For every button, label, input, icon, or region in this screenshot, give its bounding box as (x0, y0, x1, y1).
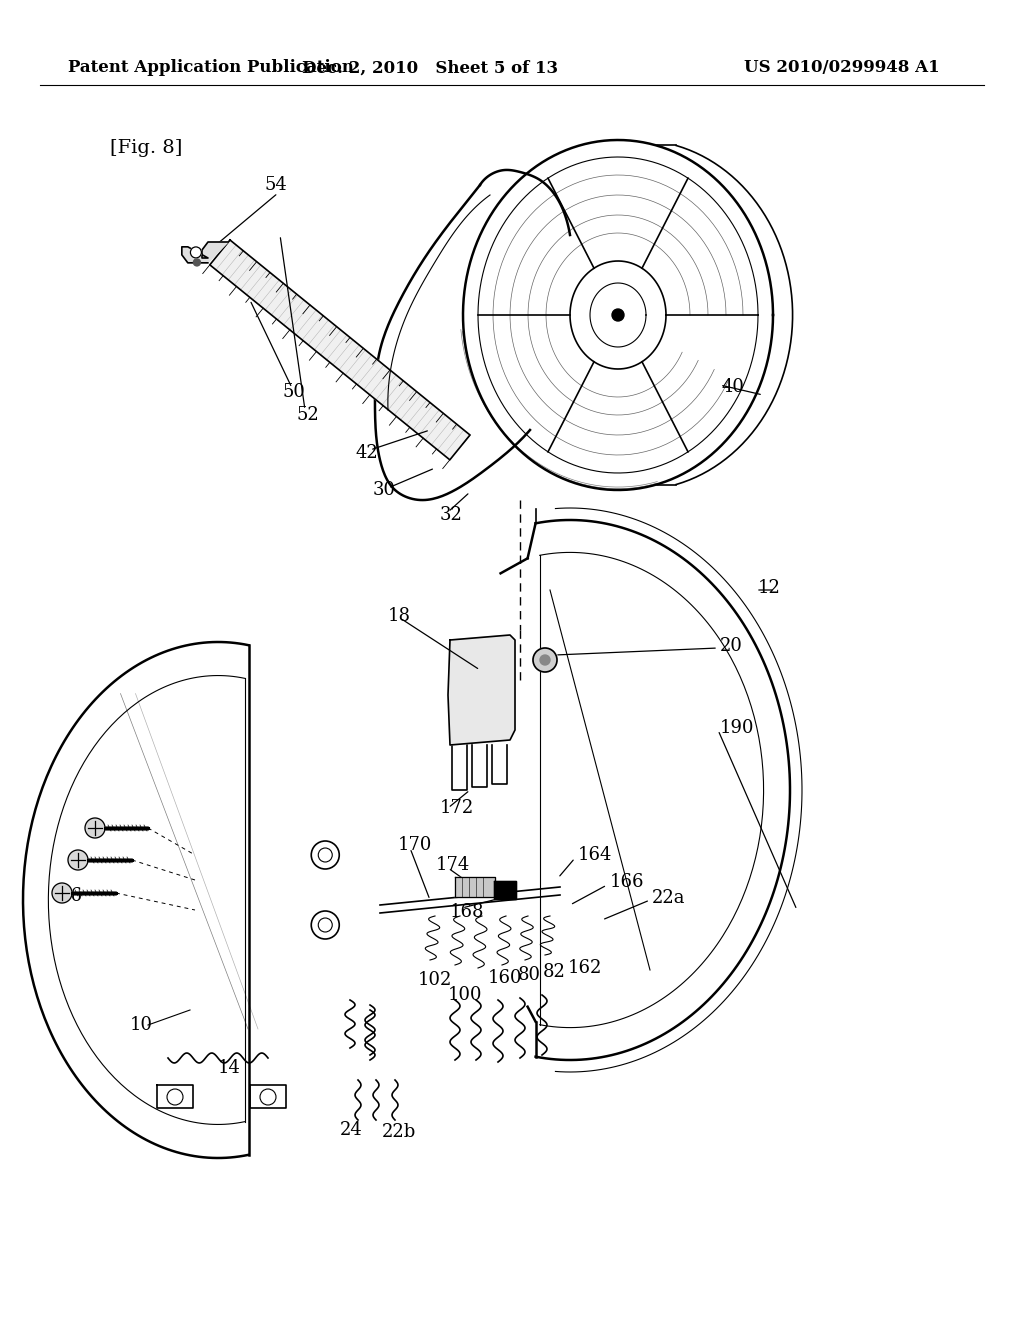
Text: 18: 18 (388, 607, 411, 624)
Text: 170: 170 (398, 836, 432, 854)
Text: 14: 14 (218, 1059, 241, 1077)
Circle shape (52, 883, 72, 903)
Circle shape (190, 247, 202, 257)
Circle shape (311, 841, 339, 869)
Text: 190: 190 (720, 719, 755, 737)
Text: [Fig. 8]: [Fig. 8] (110, 139, 182, 157)
Text: 80: 80 (518, 966, 541, 983)
Text: 54: 54 (265, 176, 288, 194)
Text: 16: 16 (60, 887, 83, 906)
Text: US 2010/0299948 A1: US 2010/0299948 A1 (744, 59, 940, 77)
Circle shape (534, 648, 557, 672)
Circle shape (540, 655, 550, 665)
Text: 52: 52 (297, 407, 319, 424)
Text: 12: 12 (758, 579, 781, 597)
Polygon shape (449, 635, 515, 744)
Text: 32: 32 (440, 506, 463, 524)
Circle shape (260, 1089, 276, 1105)
Text: 168: 168 (450, 903, 484, 921)
Circle shape (318, 917, 332, 932)
Text: 24: 24 (340, 1121, 362, 1139)
Text: Patent Application Publication: Patent Application Publication (68, 59, 354, 77)
Polygon shape (210, 240, 470, 459)
Circle shape (85, 818, 105, 838)
Text: 160: 160 (488, 969, 522, 987)
Circle shape (311, 911, 339, 939)
Text: 172: 172 (440, 799, 474, 817)
Text: 174: 174 (436, 855, 470, 874)
Polygon shape (494, 880, 516, 899)
Text: 166: 166 (610, 873, 644, 891)
Text: 100: 100 (449, 986, 482, 1005)
Text: 20: 20 (720, 638, 742, 655)
Circle shape (194, 259, 201, 265)
Text: 102: 102 (418, 972, 453, 989)
Circle shape (318, 847, 332, 862)
Text: Dec. 2, 2010   Sheet 5 of 13: Dec. 2, 2010 Sheet 5 of 13 (302, 59, 558, 77)
Text: 40: 40 (722, 378, 744, 396)
Text: 82: 82 (543, 964, 566, 981)
Circle shape (612, 309, 624, 321)
Text: 50: 50 (283, 383, 306, 401)
Text: 42: 42 (355, 444, 378, 462)
Text: 22a: 22a (652, 888, 685, 907)
Polygon shape (182, 242, 228, 263)
Circle shape (68, 850, 88, 870)
Text: 30: 30 (373, 480, 396, 499)
Text: 162: 162 (568, 960, 602, 977)
Polygon shape (455, 876, 495, 898)
Text: 10: 10 (130, 1016, 153, 1034)
Circle shape (167, 1089, 183, 1105)
Text: 22b: 22b (382, 1123, 416, 1140)
Text: 164: 164 (578, 846, 612, 865)
